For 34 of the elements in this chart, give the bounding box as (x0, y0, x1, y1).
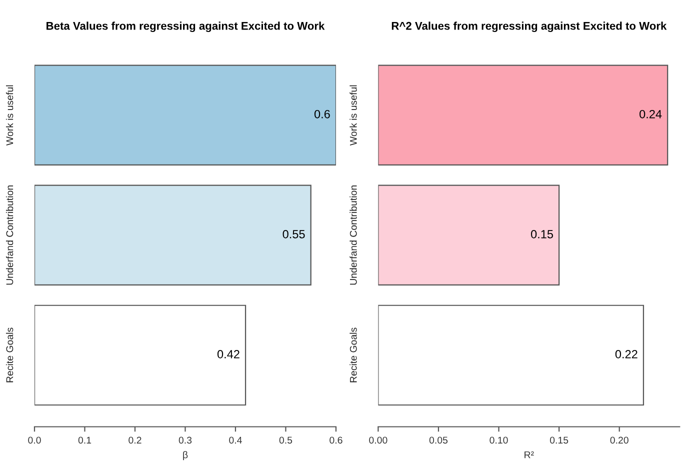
y-tick-label: Underfand Contribution (350, 186, 357, 285)
x-tick-label: 0.0 (28, 436, 41, 444)
bar (34, 304, 246, 406)
data-label: 0.42 (217, 350, 240, 358)
bar (34, 184, 312, 286)
x-tick-label: 0.5 (279, 436, 292, 444)
x-tick-label: 0.4 (229, 436, 242, 444)
y-tick-label: Recite Goals (350, 328, 357, 382)
data-label: 0.6 (314, 110, 330, 118)
data-label: 0.22 (615, 350, 638, 358)
y-tick-label: Work is useful (350, 85, 357, 146)
x-tick-label: 0.3 (178, 436, 192, 444)
chart-title: R^2 Values from regressing against Excited to Work (392, 22, 667, 32)
data-label: 0.15 (530, 230, 554, 238)
y-tick-label: Work is useful (6, 85, 14, 146)
x-tick-label: 0.05 (429, 436, 448, 444)
x-tick-label: 0.6 (330, 436, 342, 444)
x-axis-title: β (183, 451, 188, 460)
bar (378, 64, 668, 166)
chart-title: Beta Values from regressing against Excited to Work (46, 22, 325, 32)
x-tick-label: 0.20 (610, 436, 628, 444)
x-tick-label: 0.1 (78, 436, 92, 444)
x-tick-label: 0.2 (128, 436, 142, 444)
data-label: 0.55 (282, 230, 305, 238)
x-axis-title: R² (524, 451, 534, 458)
data-label: 0.24 (640, 110, 662, 118)
bar (378, 304, 644, 406)
x-tick-label: 0.15 (550, 436, 568, 444)
x-tick-label: 0.10 (490, 436, 508, 444)
y-tick-label: Recite Goals (6, 328, 14, 382)
y-tick-label: Underfand Contribution (6, 186, 14, 285)
x-tick-label: 0.00 (369, 436, 388, 444)
bar (34, 64, 336, 166)
bar (378, 184, 560, 286)
